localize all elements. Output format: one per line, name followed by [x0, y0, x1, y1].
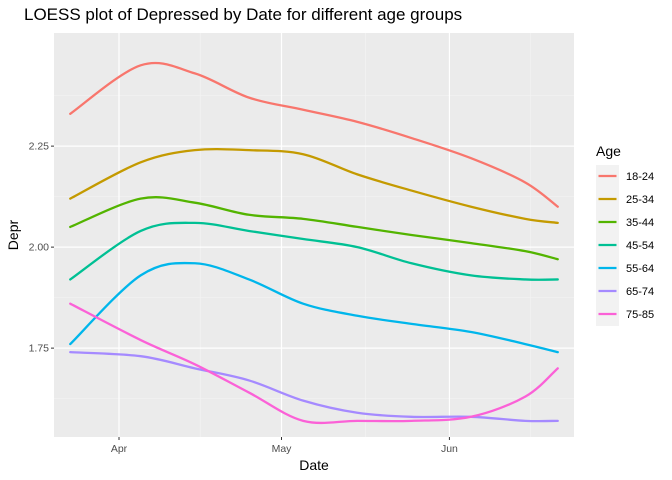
x-tick-label: May: [272, 443, 293, 455]
legend-label-75-85: 75-85: [626, 309, 654, 321]
series-line-75-85: [69, 302, 559, 425]
legend-label-55-64: 55-64: [626, 263, 654, 275]
grid-major: [54, 33, 574, 437]
y-tick-label: 2.25: [29, 141, 50, 153]
y-tick-label: 2.00: [29, 242, 50, 254]
grid-minor: [54, 33, 574, 437]
y-axis-title: Depr: [5, 219, 21, 250]
x-tick-label: Jun: [441, 443, 458, 455]
x-axis-title: Date: [299, 457, 329, 473]
series-line-25-34: [69, 147, 559, 225]
x-tick-label: Apr: [111, 443, 128, 455]
plot-panel: [54, 33, 574, 437]
chart-title: LOESS plot of Depressed by Date for diff…: [24, 5, 463, 24]
legend-label-65-74: 65-74: [626, 286, 654, 298]
legend-label-45-54: 45-54: [626, 240, 654, 252]
series-line-45-54: [69, 221, 559, 281]
y-tick-label: 1.75: [29, 343, 50, 355]
x-axis: Apr May Jun: [111, 437, 458, 455]
series-line-65-74: [69, 351, 559, 423]
legend-label-35-44: 35-44: [626, 217, 654, 229]
series-line-18-24: [69, 61, 559, 208]
series-line-55-64: [69, 261, 559, 354]
legend-title: Age: [596, 143, 621, 159]
legend-label-25-34: 25-34: [626, 194, 654, 206]
series-line-35-44: [69, 196, 559, 261]
y-axis: 1.75 2.00 2.25: [29, 141, 54, 355]
legend-label-18-24: 18-24: [626, 171, 654, 183]
legend: Age 18-24 25-34 35-44 45-54 55-64 65-74 75-85: [596, 143, 654, 326]
series-lines: [69, 61, 559, 425]
